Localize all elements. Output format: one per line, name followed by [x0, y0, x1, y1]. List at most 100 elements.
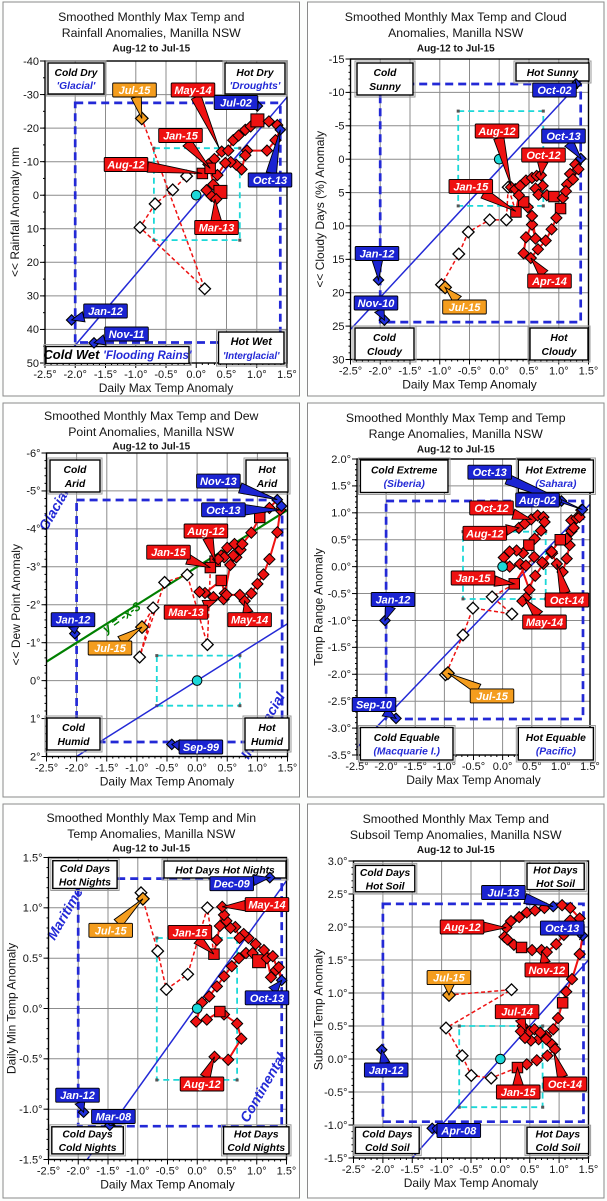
- svg-text:Oct-13: Oct-13: [253, 175, 287, 187]
- svg-text:Nov-13: Nov-13: [200, 476, 237, 488]
- svg-text:Smoothed Monthly Max Temp and: Smoothed Monthly Max Temp and Min: [46, 811, 256, 825]
- svg-text:-2.5°: -2.5°: [342, 1164, 365, 1176]
- svg-text:-1.5°: -1.5°: [398, 366, 421, 378]
- svg-text:Daily Max Temp Anomaly: Daily Max Temp Anomaly: [406, 773, 541, 787]
- svg-text:-1.5°: -1.5°: [404, 761, 427, 773]
- svg-text:'Interglacial': 'Interglacial': [223, 351, 280, 362]
- svg-text:0.5°: 0.5°: [328, 1021, 348, 1033]
- svg-text:Cold: Cold: [64, 465, 88, 476]
- svg-text:0.0°: 0.0°: [23, 1003, 43, 1015]
- svg-text:-3.0°: -3.0°: [328, 723, 351, 735]
- svg-text:Aug-12 to Jul-15: Aug-12 to Jul-15: [112, 844, 190, 855]
- svg-text:0.0°: 0.0°: [331, 561, 351, 573]
- svg-text:-2.5°: -2.5°: [35, 763, 58, 775]
- svg-text:30: 30: [332, 354, 344, 366]
- svg-text:Cold Nights: Cold Nights: [227, 1143, 285, 1154]
- svg-text:0.5°: 0.5°: [217, 763, 237, 775]
- svg-text:Jan-15: Jan-15: [456, 573, 492, 585]
- svg-text:2°: 2°: [30, 751, 41, 763]
- svg-text:Jan-15: Jan-15: [172, 927, 208, 939]
- svg-text:Aug-12: Aug-12: [442, 922, 480, 934]
- svg-text:Cold Extreme: Cold Extreme: [371, 466, 438, 477]
- svg-text:Jan-15: Jan-15: [453, 181, 489, 193]
- svg-text:1.5°: 1.5°: [579, 366, 599, 378]
- svg-text:Smoothed Monthly Max Temp and: Smoothed Monthly Max Temp and Dew: [44, 409, 259, 423]
- svg-text:Smoothed Monthly Max Temp and: Smoothed Monthly Max Temp and Temp: [346, 411, 566, 425]
- svg-text:-1.0°: -1.0°: [125, 763, 148, 775]
- svg-text:Aug-12 to Jul-15: Aug-12 to Jul-15: [112, 44, 190, 55]
- svg-text:Aug-02: Aug-02: [518, 495, 556, 507]
- svg-text:5: 5: [338, 187, 344, 199]
- svg-text:-1.5°: -1.5°: [401, 1164, 424, 1176]
- svg-text:-1.0°: -1.0°: [328, 615, 351, 627]
- svg-text:-1°: -1°: [26, 638, 40, 650]
- svg-text:Jan-15: Jan-15: [501, 1087, 537, 1099]
- svg-text:Jul-02: Jul-02: [220, 98, 252, 110]
- svg-text:(Sahara): (Sahara): [535, 479, 577, 490]
- svg-text:-2.5°: -2.5°: [37, 1166, 60, 1178]
- svg-text:2.5°: 2.5°: [328, 889, 348, 901]
- svg-text:Temp Range Anomaly: Temp Range Anomaly: [312, 548, 326, 665]
- svg-text:-10: -10: [329, 87, 345, 99]
- svg-text:0: 0: [33, 190, 39, 202]
- svg-text:25: 25: [332, 321, 344, 333]
- svg-text:Jul-15: Jul-15: [119, 85, 152, 97]
- svg-text:Oct-13: Oct-13: [546, 131, 580, 143]
- svg-text:-2.0°: -2.0°: [65, 763, 88, 775]
- svg-text:-6°: -6°: [26, 448, 40, 460]
- svg-text:<< Cloudy Days (%) Anomaly: << Cloudy Days (%) Anomaly: [313, 131, 327, 288]
- svg-text:-4°: -4°: [26, 524, 40, 536]
- svg-text:Aug-12 to Jul-15: Aug-12 to Jul-15: [112, 442, 190, 453]
- svg-text:-2.0°: -2.0°: [328, 669, 351, 681]
- svg-text:Smoothed Monthly Max Temp and: Smoothed Monthly Max Temp and: [363, 812, 550, 826]
- svg-text:Hot Wet: Hot Wet: [231, 336, 274, 348]
- svg-text:Anomalies, Manilla NSW: Anomalies, Manilla NSW: [388, 26, 524, 40]
- svg-text:Oct-02: Oct-02: [537, 85, 571, 97]
- svg-text:40: 40: [27, 324, 39, 336]
- svg-text:Daily Min Temp Anomaly: Daily Min Temp Anomaly: [5, 943, 19, 1074]
- svg-text:Sep-99: Sep-99: [183, 742, 220, 754]
- svg-text:Hot Sunny: Hot Sunny: [527, 68, 580, 79]
- svg-text:Cold: Cold: [62, 723, 86, 734]
- svg-text:Nov-12: Nov-12: [528, 965, 565, 977]
- svg-text:Subsoil Temp Anomaly: Subsoil Temp Anomaly: [312, 949, 326, 1070]
- svg-text:-3°: -3°: [26, 562, 40, 574]
- svg-text:Aug-12 to Jul-15: Aug-12 to Jul-15: [417, 44, 495, 55]
- svg-text:Cold Dry: Cold Dry: [55, 68, 99, 79]
- svg-text:-2.5°: -2.5°: [339, 366, 362, 378]
- svg-text:Smoothed Monthly Max Temp and: Smoothed Monthly Max Temp and: [58, 10, 245, 24]
- svg-text:1.0°: 1.0°: [331, 508, 351, 520]
- svg-text:-10: -10: [23, 157, 39, 169]
- svg-text:Arid: Arid: [64, 479, 86, 490]
- svg-text:Jan-15: Jan-15: [151, 547, 187, 559]
- svg-text:Mar-08: Mar-08: [96, 1112, 132, 1124]
- svg-text:-1.0°: -1.0°: [324, 1120, 347, 1132]
- svg-text:-0.5°: -0.5°: [155, 763, 178, 775]
- svg-text:Hot Extreme: Hot Extreme: [526, 466, 587, 477]
- svg-text:-5°: -5°: [26, 486, 40, 498]
- svg-text:0.5°: 0.5°: [520, 1164, 540, 1176]
- svg-text:Jan-12: Jan-12: [376, 595, 411, 607]
- svg-text:-2.0°: -2.0°: [67, 1166, 90, 1178]
- svg-text:Jul-15: Jul-15: [94, 643, 127, 655]
- svg-text:-0.5°: -0.5°: [19, 1054, 42, 1066]
- svg-text:-1.5°: -1.5°: [94, 369, 117, 381]
- svg-text:Cold Wet 'Flooding Rains': Cold Wet 'Flooding Rains': [43, 347, 192, 362]
- svg-text:Cloudy: Cloudy: [367, 347, 403, 358]
- svg-text:Sep-10: Sep-10: [356, 700, 393, 712]
- svg-text:0.5°: 0.5°: [23, 953, 43, 965]
- svg-text:Oct-13: Oct-13: [206, 505, 240, 517]
- svg-text:(Macquarie I.): (Macquarie I.): [374, 747, 441, 758]
- svg-text:Point Anomalies, Manilla NSW: Point Anomalies, Manilla NSW: [68, 425, 234, 439]
- svg-text:1.5°: 1.5°: [328, 955, 348, 967]
- svg-text:10: 10: [27, 224, 39, 236]
- svg-text:Arid: Arid: [256, 479, 278, 490]
- svg-text:Cold Days: Cold Days: [362, 1130, 413, 1141]
- svg-text:1°: 1°: [30, 713, 41, 725]
- svg-text:-2.5°: -2.5°: [33, 369, 56, 381]
- svg-text:Aug-12: Aug-12: [477, 126, 515, 138]
- svg-text:Hot Soil: Hot Soil: [536, 879, 576, 890]
- svg-text:-1.0°: -1.0°: [124, 369, 147, 381]
- svg-text:Apr-08: Apr-08: [440, 1126, 477, 1138]
- svg-text:May-14: May-14: [526, 617, 563, 629]
